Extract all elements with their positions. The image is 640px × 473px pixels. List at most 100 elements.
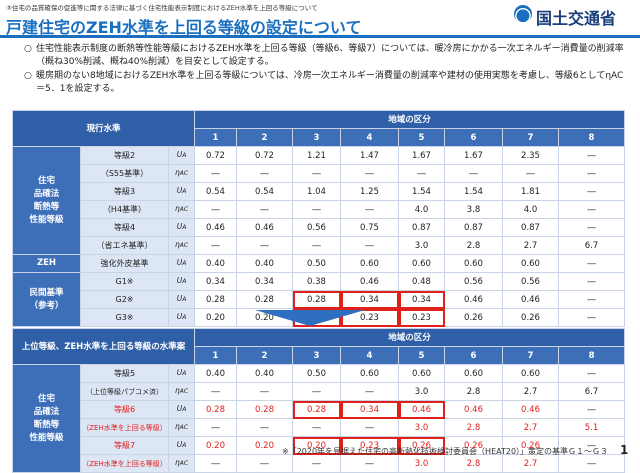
region-number: 2 (236, 128, 293, 147)
value-cell: 5.1 (558, 418, 626, 437)
down-arrow-icon (255, 310, 365, 326)
value-cell: 0.34 (398, 290, 445, 309)
row-label: （省エネ基準） (80, 236, 169, 255)
value-cell: 3.0 (398, 236, 445, 255)
value-cell: ― (557, 200, 626, 219)
region-number: 7 (502, 346, 560, 365)
row-label: G2※ (80, 290, 169, 309)
value-cell: 0.34 (236, 272, 293, 291)
unit-symbol: ηAC (167, 454, 196, 473)
value-cell: ― (340, 236, 399, 255)
value-cell: 0.46 (444, 290, 503, 309)
value-cell: 3.0 (398, 382, 446, 401)
row-label: 等級3 (80, 182, 169, 201)
value-cell: 0.54 (236, 182, 293, 201)
value-cell: 0.23 (398, 308, 445, 327)
value-cell: ― (557, 308, 626, 327)
value-cell: 2.7 (502, 418, 560, 437)
value-cell: ― (236, 236, 293, 255)
value-cell: 0.20 (194, 436, 238, 455)
value-cell: ― (194, 164, 237, 183)
value-cell: 0.60 (398, 254, 445, 273)
unit-symbol: UA (167, 436, 196, 455)
value-cell: 0.26 (444, 436, 504, 455)
value-cell: 0.26 (444, 308, 503, 327)
value-cell: 1.04 (292, 182, 341, 201)
value-cell: ― (558, 454, 626, 473)
unit-symbol: UA (168, 182, 195, 201)
value-cell: 0.87 (502, 218, 559, 237)
category-label: ZEH (12, 254, 81, 273)
value-cell: ― (236, 382, 294, 401)
value-cell: ― (398, 164, 445, 183)
value-cell: 2.7 (502, 382, 560, 401)
page-title: 戸建住宅のZEH水準を上回る等級の設定について (6, 18, 362, 37)
row-label: （ZEH水準を上回る等級） (80, 418, 169, 437)
value-cell: 1.54 (444, 182, 503, 201)
value-cell: 0.56 (444, 272, 503, 291)
value-cell: 0.46 (502, 290, 559, 309)
category-label: 民間基準 （参考） (12, 272, 81, 327)
bullet-item: 住宅性能表示制度の断熱等性能等級におけるZEH水準を上回る等級（等級6、等級7）… (24, 43, 624, 68)
unit-symbol: UA (168, 272, 195, 291)
unit-symbol: UA (168, 146, 195, 165)
unit-symbol: ηAC (167, 382, 196, 401)
value-cell: ― (557, 290, 626, 309)
row-label: 等級2 (80, 146, 169, 165)
value-cell: 1.47 (340, 146, 399, 165)
value-cell: 0.50 (292, 254, 341, 273)
value-cell: ― (236, 200, 293, 219)
value-cell: 0.34 (194, 272, 237, 291)
value-cell: 0.75 (340, 218, 399, 237)
value-cell: 2.35 (502, 146, 559, 165)
value-cell: 0.50 (292, 364, 342, 383)
value-cell: ― (292, 164, 341, 183)
value-cell: 0.60 (502, 254, 559, 273)
value-cell: ― (292, 200, 341, 219)
region-number: 6 (444, 346, 504, 365)
region-number: 6 (444, 128, 503, 147)
value-cell: 0.40 (236, 364, 294, 383)
value-cell: 1.25 (340, 182, 399, 201)
value-cell: ― (340, 382, 400, 401)
value-cell: ― (194, 454, 238, 473)
value-cell: ― (558, 400, 626, 419)
region-number: 8 (557, 128, 626, 147)
value-cell: 0.72 (194, 146, 237, 165)
value-cell: 0.40 (194, 254, 237, 273)
value-cell: ― (340, 200, 399, 219)
value-cell: 0.28 (292, 290, 341, 309)
page-number: 1 (620, 443, 629, 457)
unit-symbol: UA (167, 364, 196, 383)
table1-header-left: 現行水準 (12, 110, 195, 147)
value-cell: 2.7 (502, 454, 560, 473)
value-cell: 6.7 (558, 382, 626, 401)
row-label: 等級6 (80, 400, 169, 419)
row-label: G3※ (80, 308, 169, 327)
value-cell: 0.60 (340, 254, 399, 273)
value-cell: ― (236, 164, 293, 183)
value-cell: ― (502, 164, 559, 183)
region-number: 4 (340, 346, 400, 365)
value-cell: ― (558, 364, 626, 383)
value-cell: ― (557, 272, 626, 291)
category-label: 住宅 品確法 断熱等 性能等級 (12, 364, 81, 473)
region-number: 4 (340, 128, 399, 147)
value-cell: 3.0 (398, 418, 446, 437)
value-cell: 0.60 (444, 364, 504, 383)
value-cell: 0.40 (194, 364, 238, 383)
bullet-item: 暖房期のない8地域におけるZEH水準を上回る等級については、冷房一次エネルギー消… (24, 70, 624, 95)
value-cell: ― (236, 454, 294, 473)
value-cell: 1.67 (444, 146, 503, 165)
value-cell: 0.26 (502, 308, 559, 327)
row-label: G1※ (80, 272, 169, 291)
mlit-logo: 国土交通省 (514, 5, 634, 28)
unit-symbol: UA (168, 254, 195, 273)
value-cell: 0.60 (444, 254, 503, 273)
row-label: （H4基準） (80, 200, 169, 219)
value-cell: 2.8 (444, 236, 503, 255)
value-cell: 0.56 (502, 272, 559, 291)
value-cell: 0.46 (502, 400, 560, 419)
value-cell: 4.0 (502, 200, 559, 219)
